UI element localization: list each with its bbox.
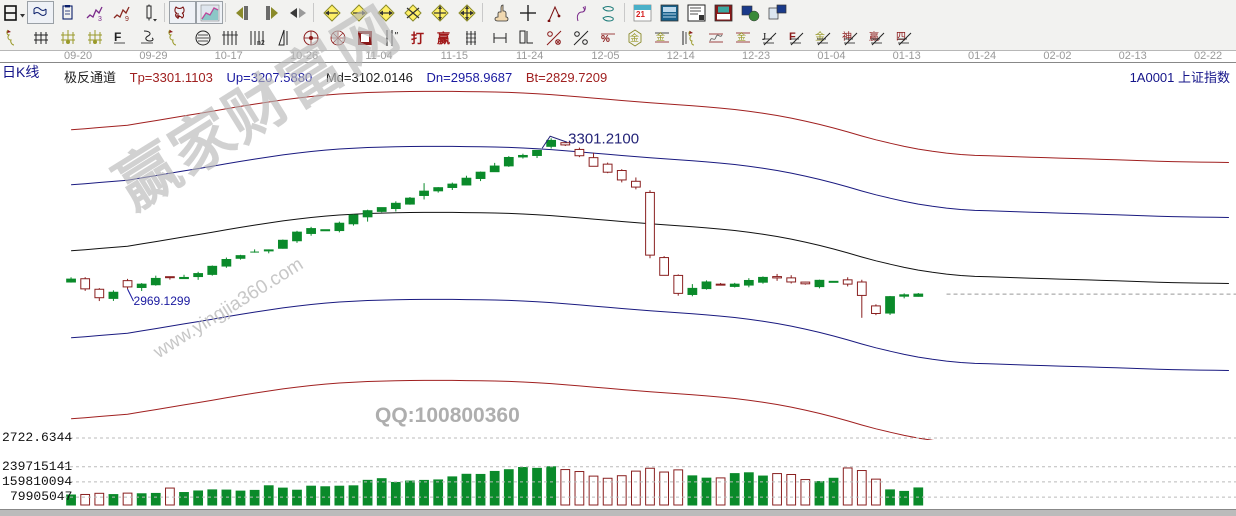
svg-text:赢: 赢	[869, 30, 879, 43]
svg-text:3: 3	[98, 16, 102, 22]
svg-text:打: 打	[411, 31, 424, 46]
svg-text:金: 金	[656, 31, 665, 42]
svg-text:金: 金	[737, 31, 746, 42]
svg-text:3301.2100: 3301.2100	[568, 130, 639, 147]
svg-text:神: 神	[842, 30, 852, 43]
svg-text:9: 9	[125, 16, 129, 22]
svg-text:F: F	[114, 30, 121, 44]
svg-text:金: 金	[630, 32, 639, 43]
svg-text:21: 21	[636, 10, 645, 19]
svg-text:%: %	[601, 34, 610, 45]
svg-text:2969.1299: 2969.1299	[134, 294, 191, 308]
svg-text:赢: 赢	[437, 31, 450, 46]
svg-text:四: 四	[896, 32, 906, 43]
svg-text:J: J	[762, 31, 767, 43]
svg-text:金: 金	[815, 30, 825, 43]
